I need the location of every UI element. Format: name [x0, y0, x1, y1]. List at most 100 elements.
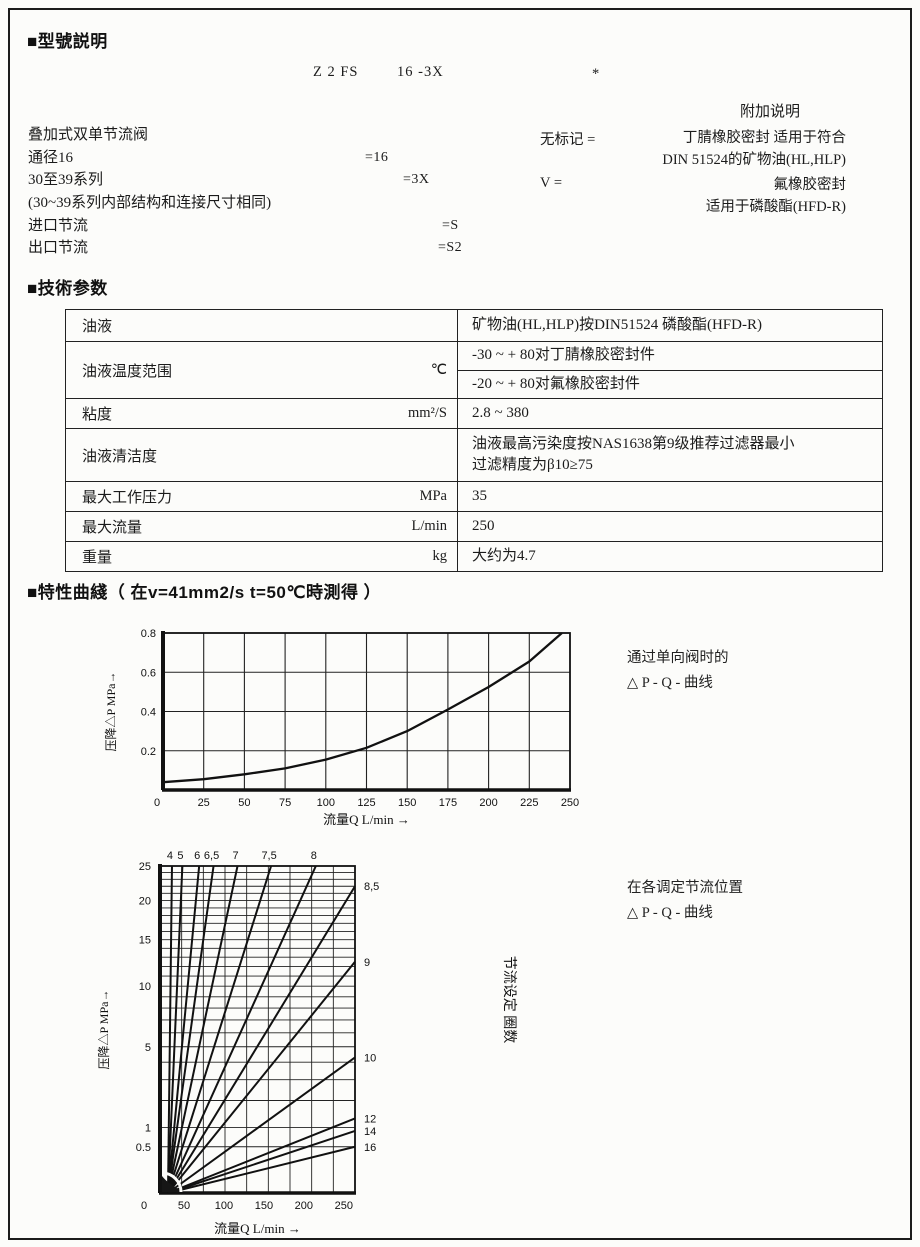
table-row: 粘度 mm²/S 2.8 ~ 380: [66, 398, 882, 428]
parameter-value: 2.8 ~ 380: [472, 405, 529, 421]
svg-text:225: 225: [520, 797, 538, 809]
technical-parameters-table: 油液 矿物油(HL,HLP)按DIN51524 磷酸酯(HFD-R) 油液温度范围 ℃…: [65, 309, 883, 572]
svg-text:25: 25: [139, 861, 151, 873]
parameter-name: 最大工作压力: [82, 490, 173, 506]
parameter-value: 250: [472, 518, 495, 534]
throttle-curve-8,5: [167, 885, 356, 1194]
model-row-label: 进口节流: [28, 217, 89, 234]
additional-notes-title: 附加说明: [739, 104, 800, 120]
table-row-value-cell: 35: [458, 482, 882, 511]
svg-text:6: 6: [194, 850, 200, 862]
parameter-value: 矿物油(HL,HLP)按DIN51524 磷酸酯(HFD-R): [472, 317, 762, 333]
svg-text:50: 50: [178, 1200, 190, 1212]
svg-text:0.6: 0.6: [141, 667, 156, 679]
parameter-value: 油液最高污染度按NAS1638第9级推荐过滤器最小 过滤精度为β10≥75: [472, 436, 795, 473]
svg-text:75: 75: [279, 797, 291, 809]
table-row-label-cell: 油液: [66, 310, 458, 341]
section-title-characteristic-curves: ■特性曲綫（ 在v=41mm2/s t=50℃時測得 ）: [27, 583, 382, 602]
model-designation-rows: 叠加式双单节流阀 通径16 =16 30至39系列 =3X (30~39系列内部结构和连接…: [28, 124, 548, 260]
svg-text:250: 250: [561, 797, 579, 809]
chart2-annotation: 在各调定节流位置 △ P - Q - 曲线: [627, 880, 743, 922]
svg-text:150: 150: [255, 1200, 273, 1212]
table-row: 油液温度范围 ℃ -30 ~ + 80对丁腈橡胶密封件 -20 ~ + 80对氟橡胶密…: [66, 341, 882, 398]
seal-note-value: 丁腈橡胶密封 适用于符合 DIN 51524的矿物油(HL,HLP): [662, 130, 846, 168]
svg-text:0: 0: [141, 1200, 147, 1212]
throttle-curve-5: [166, 865, 184, 1194]
throttle-curve-4: [166, 865, 173, 1194]
svg-text:100: 100: [317, 797, 335, 809]
section-title-model-designation: ■型號説明: [27, 32, 108, 51]
throttle-curve-8: [167, 865, 317, 1194]
model-row: 出口节流 =S2: [28, 237, 548, 260]
parameter-value: -30 ~ + 80对丁腈橡胶密封件: [472, 347, 655, 364]
throttle-curve-6: [166, 865, 201, 1194]
svg-text:7: 7: [232, 850, 238, 862]
svg-text:25: 25: [198, 797, 210, 809]
table-row-label-cell: 重量 kg: [66, 542, 458, 571]
model-code-size-series: 16 -3X: [397, 64, 444, 80]
svg-text:14: 14: [364, 1126, 376, 1138]
table-row: 最大工作压力 MPa 35: [66, 481, 882, 511]
model-row: (30~39系列内部结构和连接尺寸相同): [28, 192, 548, 215]
svg-text:125: 125: [357, 797, 375, 809]
svg-text:7,5: 7,5: [261, 850, 276, 862]
parameter-name: 油液: [82, 319, 113, 335]
svg-text:12: 12: [364, 1113, 376, 1125]
page-border: [8, 8, 912, 1240]
svg-text:8,5: 8,5: [364, 881, 379, 893]
svg-text:5: 5: [145, 1042, 151, 1054]
section-title-technical-parameters: ■技術参数: [27, 279, 108, 298]
table-row-value-cell: 2.8 ~ 380: [458, 399, 882, 428]
table-row: 油液清洁度 油液最高污染度按NAS1638第9级推荐过滤器最小 过滤精度为β10≥…: [66, 428, 882, 481]
seal-note-value: 氟橡胶密封 适用于磷酸酯(HFD-R): [705, 177, 846, 215]
svg-text:10: 10: [364, 1052, 376, 1064]
model-row: 通径16 =16: [28, 147, 548, 170]
svg-text:100: 100: [215, 1200, 233, 1212]
model-row-label: (30~39系列内部结构和连接尺寸相同): [28, 195, 272, 212]
table-row-label-cell: 粘度 mm²/S: [66, 399, 458, 428]
svg-text:175: 175: [439, 797, 457, 809]
model-row-code: =16: [365, 149, 389, 165]
parameter-name: 粘度: [82, 407, 113, 423]
parameter-value: 35: [472, 488, 487, 504]
throttle-curve-14: [167, 1130, 356, 1194]
model-row-label: 通径16: [28, 149, 74, 166]
chart1-grid: [163, 633, 570, 790]
parameter-unit: kg: [432, 548, 448, 564]
svg-text:8: 8: [311, 850, 317, 862]
table-row-value-cell: 250: [458, 512, 882, 541]
throttle-curve-9: [167, 961, 356, 1194]
svg-text:150: 150: [398, 797, 416, 809]
seal-note-key: V =: [540, 175, 563, 191]
svg-text:20: 20: [139, 896, 151, 908]
model-row-label: 30至39系列: [28, 172, 104, 189]
model-row: 进口节流 =S: [28, 215, 548, 238]
parameter-name: 重量: [82, 550, 113, 566]
svg-text:0: 0: [154, 797, 160, 809]
svg-text:200: 200: [295, 1200, 313, 1212]
parameter-unit: ℃: [430, 361, 447, 378]
chart1-curve: [162, 632, 563, 784]
chart2-y-axis-label: 压降△P MPa→: [97, 990, 111, 1070]
model-row: 30至39系列 =3X: [28, 169, 548, 192]
seal-note-row: V = 氟橡胶密封 适用于磷酸酯(HFD-R): [540, 174, 846, 218]
svg-text:5: 5: [177, 850, 183, 862]
model-row-code: =3X: [403, 172, 430, 188]
throttle-curve-7: [167, 865, 239, 1194]
svg-text:200: 200: [479, 797, 497, 809]
svg-text:4: 4: [167, 850, 173, 862]
table-row-label-cell: 油液清洁度: [66, 429, 458, 481]
throttle-curve-6,5: [167, 865, 215, 1194]
chart1-x-axis-label: 流量Q L/min →: [323, 812, 410, 827]
svg-text:0.2: 0.2: [141, 746, 156, 758]
parameter-name: 最大流量: [82, 520, 143, 536]
table-row: 最大流量 L/min 250: [66, 511, 882, 541]
table-row: 油液 矿物油(HL,HLP)按DIN51524 磷酸酯(HFD-R): [66, 310, 882, 341]
model-row-label: 叠加式双单节流阀: [28, 127, 149, 143]
svg-text:0.8: 0.8: [141, 628, 156, 640]
svg-text:6,5: 6,5: [204, 850, 219, 862]
model-row-code: =S2: [438, 240, 463, 256]
svg-text:0.4: 0.4: [141, 707, 156, 719]
